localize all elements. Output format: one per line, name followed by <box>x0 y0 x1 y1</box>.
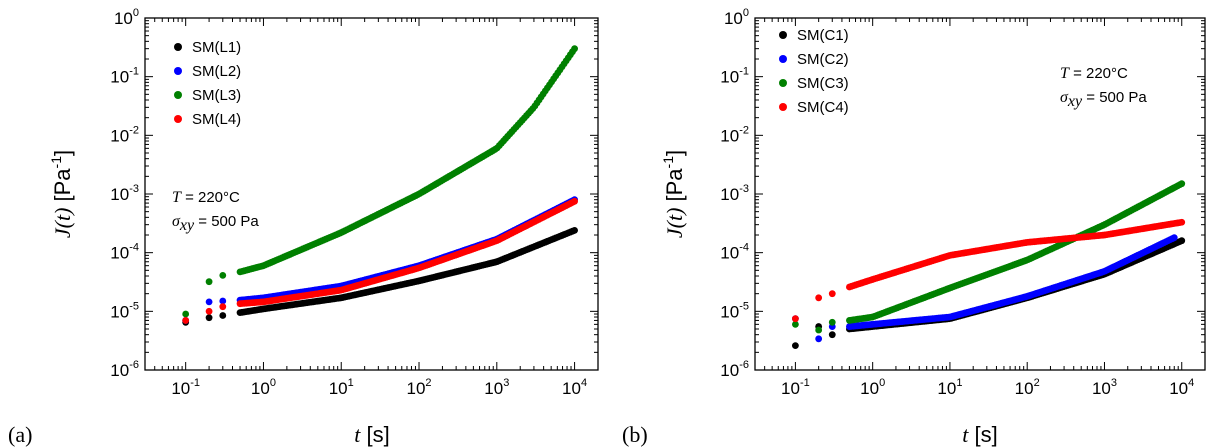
legend-label: SM(L1) <box>192 39 241 56</box>
x-tick-label: 10-1 <box>781 377 810 398</box>
data-point <box>1170 234 1178 242</box>
x-tick-label: 102 <box>1015 377 1040 398</box>
series-SM(C2) <box>792 234 1178 343</box>
y-tick-label: 10-4 <box>720 242 749 263</box>
y-tick-label: 10-1 <box>110 66 139 87</box>
x-tick-label: 103 <box>1092 377 1117 398</box>
legend-marker <box>779 31 787 39</box>
y-axis-label: J(t) [Pa-1] <box>660 150 687 238</box>
x-tick-label: 100 <box>860 377 885 398</box>
legend-marker <box>779 103 787 111</box>
series-SM(L3) <box>182 45 578 318</box>
x-tick-label: 104 <box>562 377 587 398</box>
legend-label: SM(L4) <box>192 111 241 128</box>
y-tick-label: 10-6 <box>720 359 749 380</box>
series-SM(C1) <box>792 237 1186 350</box>
chart-panel-2: 10-1 100 101 102 103 104 10-6 10-5 10-4 10-3 10-2 1… <box>622 7 1206 447</box>
chart-panel-1: 10-1 100 101 102 103 104 10-6 10-5 10-4 10-3 10-2 1… <box>8 7 599 447</box>
data-point <box>828 290 836 298</box>
data-point <box>219 271 227 279</box>
data-point <box>205 278 213 286</box>
y-tick-label: 10-4 <box>110 242 139 263</box>
data-point <box>1178 180 1186 188</box>
series-SM(C4) <box>792 218 1186 323</box>
x-tick-label: 102 <box>406 377 431 398</box>
y-axis-label: J(t) [Pa-1] <box>48 150 75 238</box>
panel-label: (a) <box>8 422 32 447</box>
panel-label: (b) <box>622 422 648 447</box>
x-tick-label: 10-1 <box>171 377 200 398</box>
data-point <box>182 310 190 318</box>
data-point <box>571 45 578 53</box>
legend-label: SM(C2) <box>797 51 849 68</box>
legend-marker <box>779 79 787 87</box>
y-tick-label: 10-5 <box>720 300 749 321</box>
series-SM(L1) <box>182 226 578 326</box>
data-point <box>205 314 213 322</box>
data-point <box>1178 237 1186 245</box>
data-point <box>219 303 227 311</box>
y-tick-label: 10-2 <box>110 124 139 145</box>
y-tick-label: 10-6 <box>110 359 139 380</box>
x-tick-label: 100 <box>251 377 276 398</box>
legend-label: SM(L2) <box>192 63 241 80</box>
legend-marker <box>779 55 787 63</box>
data-point <box>792 320 799 328</box>
legend-marker <box>174 115 182 123</box>
data-point <box>792 342 799 350</box>
data-point <box>815 326 823 334</box>
legend-marker <box>174 67 182 75</box>
y-tick-label: 10-5 <box>110 300 139 321</box>
x-tick-label: 104 <box>1169 377 1194 398</box>
series-SM(L4) <box>182 197 578 324</box>
x-tick-label: 103 <box>484 377 509 398</box>
legend-label: SM(C4) <box>797 99 849 116</box>
data-point <box>828 331 836 339</box>
plot-frame <box>754 17 1206 371</box>
legend-marker <box>174 43 182 51</box>
y-tick-label: 10-3 <box>110 183 139 204</box>
data-point <box>815 294 823 302</box>
y-tick-label: 100 <box>724 7 749 28</box>
data-point <box>815 335 823 343</box>
x-axis-label: t [s] <box>962 422 997 447</box>
data-point <box>205 298 213 306</box>
x-tick-label: 101 <box>329 377 354 398</box>
temperature-condition: T = 220°C <box>1060 65 1128 82</box>
y-tick-label: 10-3 <box>720 183 749 204</box>
temperature-condition: T = 220°C <box>172 189 240 206</box>
stress-condition: σxy = 500 Pa <box>1060 89 1147 110</box>
data-point <box>219 312 227 319</box>
stress-condition: σxy = 500 Pa <box>172 213 259 234</box>
y-tick-label: 10-1 <box>720 66 749 87</box>
legend-label: SM(C3) <box>797 75 849 92</box>
legend-marker <box>174 91 182 99</box>
data-point <box>1178 218 1186 226</box>
data-point <box>182 317 190 324</box>
data-point <box>219 297 227 305</box>
x-axis-label: t [s] <box>354 422 389 447</box>
y-tick-label: 10-2 <box>720 124 749 145</box>
data-point <box>571 197 578 205</box>
legend-label: SM(L3) <box>192 87 241 104</box>
data-point <box>828 318 836 326</box>
legend-label: SM(C1) <box>797 27 849 44</box>
data-point <box>792 315 799 323</box>
x-tick-label: 101 <box>937 377 962 398</box>
data-point <box>571 226 578 234</box>
data-point <box>205 307 213 315</box>
y-tick-label: 100 <box>114 7 139 28</box>
